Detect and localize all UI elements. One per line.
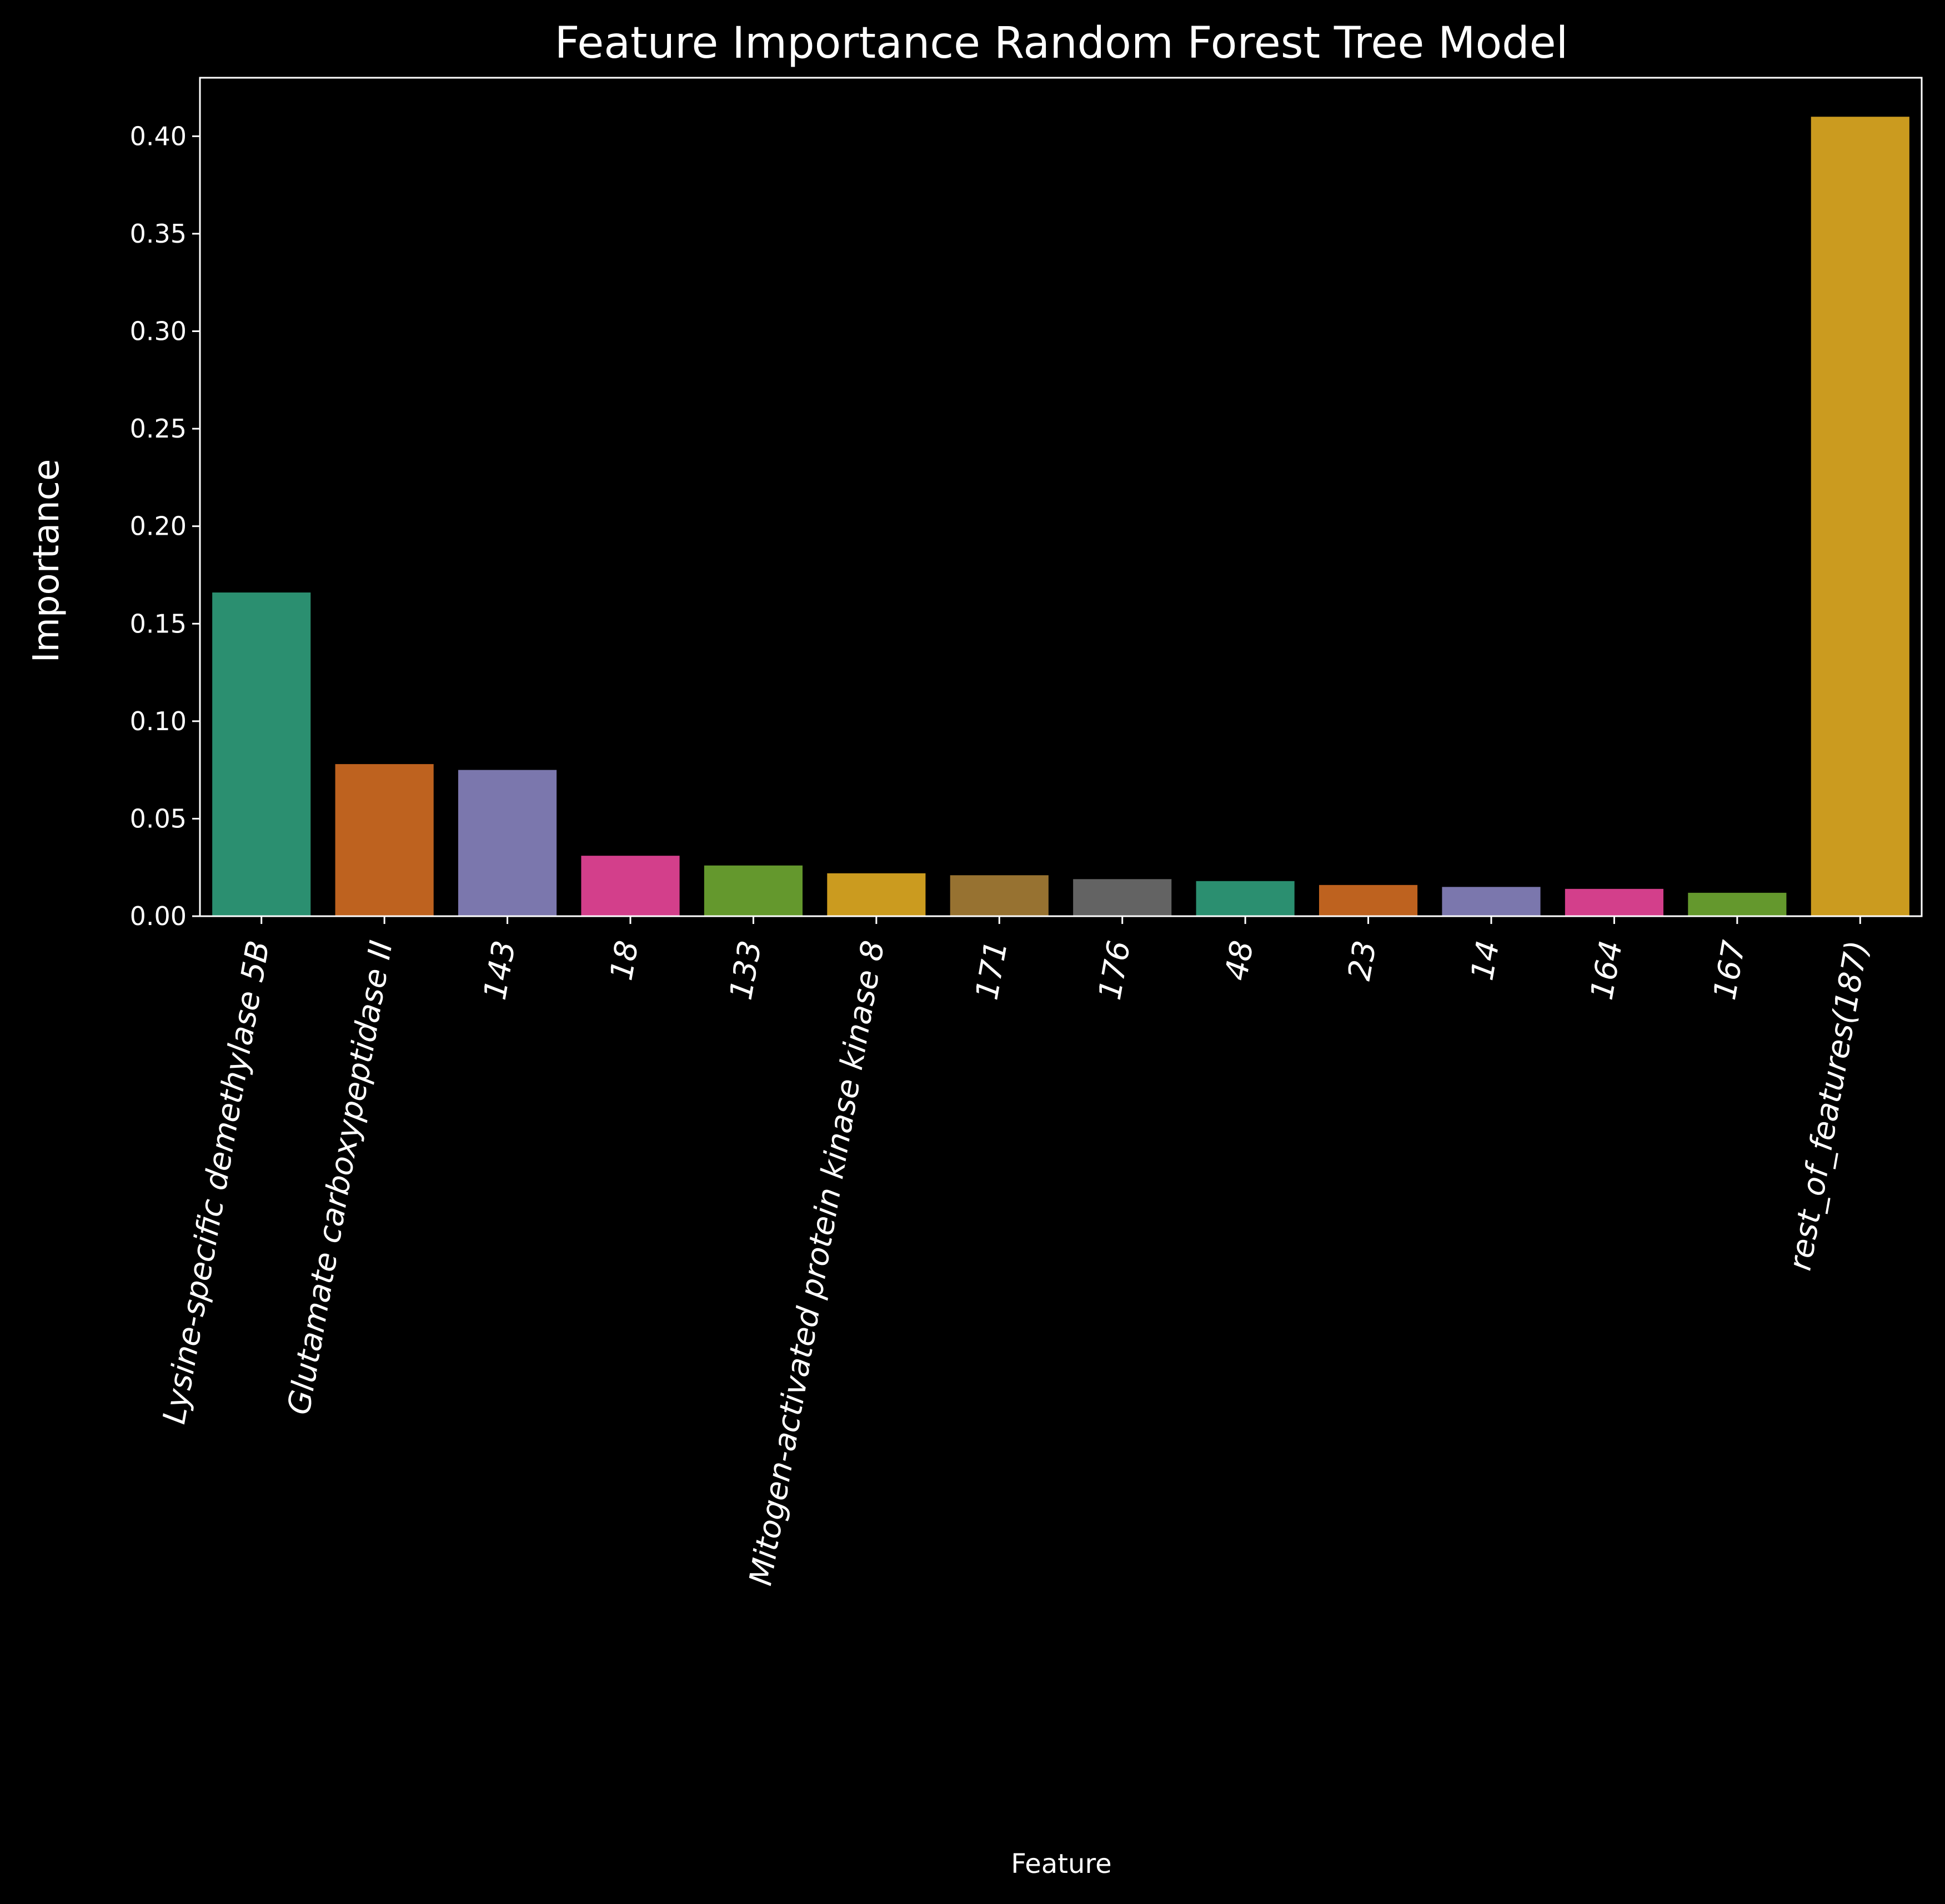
- bar: [1688, 892, 1787, 916]
- chart-title: Feature Importance Random Forest Tree Mo…: [555, 18, 1568, 68]
- x-tick-label: 143: [477, 938, 523, 1003]
- bar: [950, 875, 1049, 916]
- y-tick-label: 0.35: [130, 219, 187, 249]
- bar: [1319, 885, 1418, 916]
- bar: [1442, 887, 1541, 916]
- x-tick-label: 23: [1341, 938, 1383, 983]
- x-tick-label: Glutamate carboxypeptidase II: [281, 938, 400, 1418]
- x-tick-label: 18: [603, 938, 645, 983]
- y-tick-label: 0.10: [130, 706, 187, 736]
- bar: [581, 856, 680, 916]
- x-tick-label: 164: [1584, 938, 1630, 1003]
- bar: [458, 770, 557, 916]
- y-tick-label: 0.25: [130, 414, 187, 444]
- x-tick-label: 167: [1707, 938, 1753, 1003]
- y-tick-label: 0.05: [130, 803, 187, 833]
- x-tick-label: Mitogen-activated protein kinase kinase …: [743, 938, 892, 1588]
- bar: [704, 865, 803, 916]
- x-tick-label: 171: [969, 938, 1015, 1003]
- bar: [1811, 117, 1909, 917]
- y-tick-label: 0.20: [130, 511, 187, 541]
- y-tick-label: 0.30: [130, 317, 187, 346]
- x-axis-label: Feature: [1011, 1848, 1111, 1880]
- x-tick-label: 133: [723, 938, 769, 1003]
- x-tick-label: 14: [1464, 938, 1506, 983]
- bars: [212, 117, 1909, 917]
- bar: [335, 764, 434, 916]
- y-tick-label: 0.00: [130, 901, 187, 931]
- bar: [1073, 879, 1172, 916]
- x-axis-ticks: Lysine-specific demethylase 5B Glutamate …: [156, 916, 1876, 1588]
- bar: [212, 592, 311, 916]
- y-axis-ticks: 0.00 0.05 0.10 0.15 0.20 0.25 0.30 0.35 0.40: [130, 121, 200, 931]
- y-axis-label: Importance: [26, 459, 67, 663]
- y-tick-label: 0.40: [130, 121, 187, 151]
- x-tick-label: Lysine-specific demethylase 5B: [156, 938, 277, 1426]
- bar: [827, 873, 926, 916]
- x-tick-label: rest_of_features(187): [1782, 938, 1876, 1273]
- bar: [1196, 881, 1295, 916]
- x-tick-label: 48: [1219, 938, 1261, 983]
- y-tick-label: 0.15: [130, 609, 187, 639]
- bar: [1565, 888, 1663, 916]
- plot-frame: [199, 77, 1923, 917]
- x-tick-label: 176: [1092, 938, 1138, 1003]
